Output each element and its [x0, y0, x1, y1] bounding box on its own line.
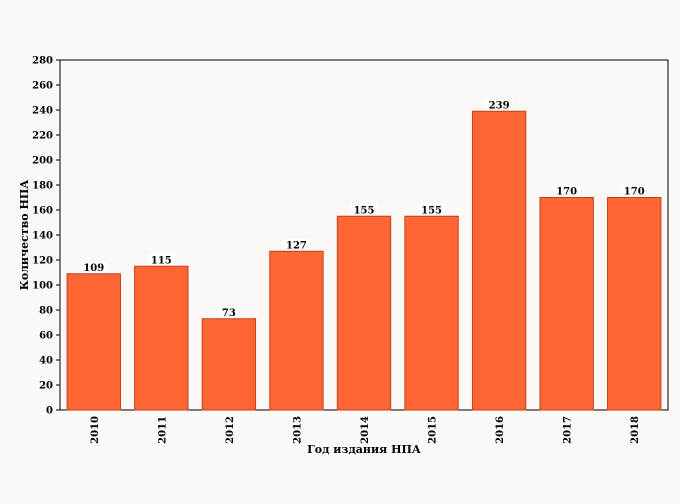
- x-tick-label: 2018: [630, 416, 641, 444]
- x-tick-label: 2016: [495, 416, 506, 444]
- bar-2013: [269, 250, 324, 411]
- x-tick-label: 2012: [225, 416, 236, 444]
- data-label: 115: [151, 255, 172, 266]
- y-axis: 0 20 40 60 80 100 120 140 160 180 200 220 240 260 280: [32, 56, 60, 417]
- y-tick-label: 100: [32, 281, 53, 292]
- data-label: 155: [354, 205, 375, 216]
- data-label: 170: [556, 187, 577, 198]
- y-tick-label: 240: [32, 106, 53, 117]
- y-tick-label: 0: [46, 406, 53, 417]
- data-label-background: [485, 99, 513, 111]
- data-label: 170: [624, 187, 645, 198]
- data-label: 73: [222, 308, 236, 319]
- bars: [66, 110, 662, 411]
- x-tick-label: 2017: [563, 416, 574, 444]
- y-tick-label: 160: [32, 206, 53, 217]
- y-tick-label: 60: [39, 331, 53, 342]
- data-label: 239: [489, 100, 510, 111]
- y-tick-label: 40: [39, 356, 53, 367]
- bar-2015: [404, 215, 459, 411]
- y-tick-label: 140: [32, 231, 53, 242]
- data-label-background: [620, 185, 648, 197]
- data-labels: 109 115 73 127 155 155 239 170 170: [80, 99, 648, 319]
- y-tick-label: 180: [32, 181, 53, 192]
- data-label-background: [350, 204, 378, 216]
- y-tick-label: 200: [32, 156, 53, 167]
- data-label-background: [553, 185, 581, 197]
- data-label-background: [147, 254, 175, 266]
- x-tick-label: 2010: [90, 416, 101, 444]
- x-axis: 2010 2011 2012 2013 2014 2015 2016 2017 2018: [90, 416, 641, 444]
- data-label: 109: [83, 263, 104, 274]
- x-tick-label: 2015: [428, 416, 439, 444]
- bar-2018: [607, 197, 662, 411]
- y-tick-label: 260: [32, 81, 53, 92]
- bar-2012: [201, 318, 257, 411]
- bar-2011: [134, 265, 189, 411]
- data-label-background: [80, 261, 108, 273]
- x-tick-label: 2011: [157, 416, 168, 444]
- data-label-background: [418, 204, 446, 216]
- x-tick-label: 2014: [360, 416, 371, 444]
- bar-2010: [66, 273, 121, 411]
- data-label-background: [218, 306, 239, 318]
- y-tick-label: 80: [39, 306, 53, 317]
- y-tick-label: 280: [32, 56, 53, 67]
- data-label: 127: [286, 240, 307, 251]
- data-label-background: [282, 239, 310, 251]
- y-tick-label: 20: [39, 381, 53, 392]
- x-axis-title: Год издания НПА: [307, 443, 421, 456]
- x-tick-label: 2013: [292, 416, 303, 444]
- y-tick-label: 120: [32, 256, 53, 267]
- y-axis-title: Количество НПА: [18, 180, 31, 290]
- data-label: 155: [421, 205, 442, 216]
- y-tick-label: 220: [32, 131, 53, 142]
- bar-2017: [539, 197, 594, 411]
- bar-2014: [336, 215, 392, 411]
- bar-2016: [471, 110, 527, 411]
